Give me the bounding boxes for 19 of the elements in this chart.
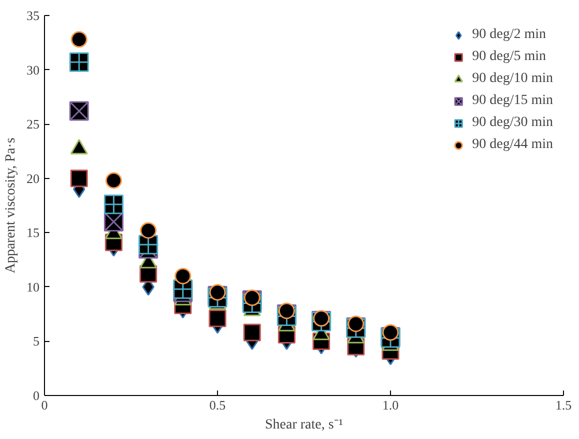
y-tick-label: 20	[26, 170, 40, 186]
legend-label: 90 deg/5 min	[472, 49, 546, 65]
legend-label: 90 deg/30 min	[472, 115, 553, 131]
y-tick-label: 25	[26, 116, 40, 132]
x-tick-label: 1.5	[555, 398, 572, 412]
legend-label: 90 deg/10 min	[472, 71, 553, 87]
x-tick-label: 1.0	[382, 398, 399, 412]
y-tick-label: 5	[33, 334, 40, 349]
x-tick-label: 0.5	[209, 398, 226, 412]
y-tick-label: 15	[26, 225, 40, 240]
y-tick-label: 35	[26, 8, 40, 23]
y-tick-label: 10	[26, 279, 40, 294]
legend-label: 90 deg/2 min	[472, 27, 546, 43]
y-tick-label: 30	[26, 62, 40, 78]
x-axis-title: Shear rate, s⁻¹	[265, 418, 344, 432]
y-axis-title: Apparent viscosity, Pa·s	[4, 138, 18, 274]
legend-label: 90 deg/44 min	[472, 137, 553, 153]
legend-label: 90 deg/15 min	[472, 93, 553, 109]
y-tick-label: 0	[33, 388, 40, 403]
